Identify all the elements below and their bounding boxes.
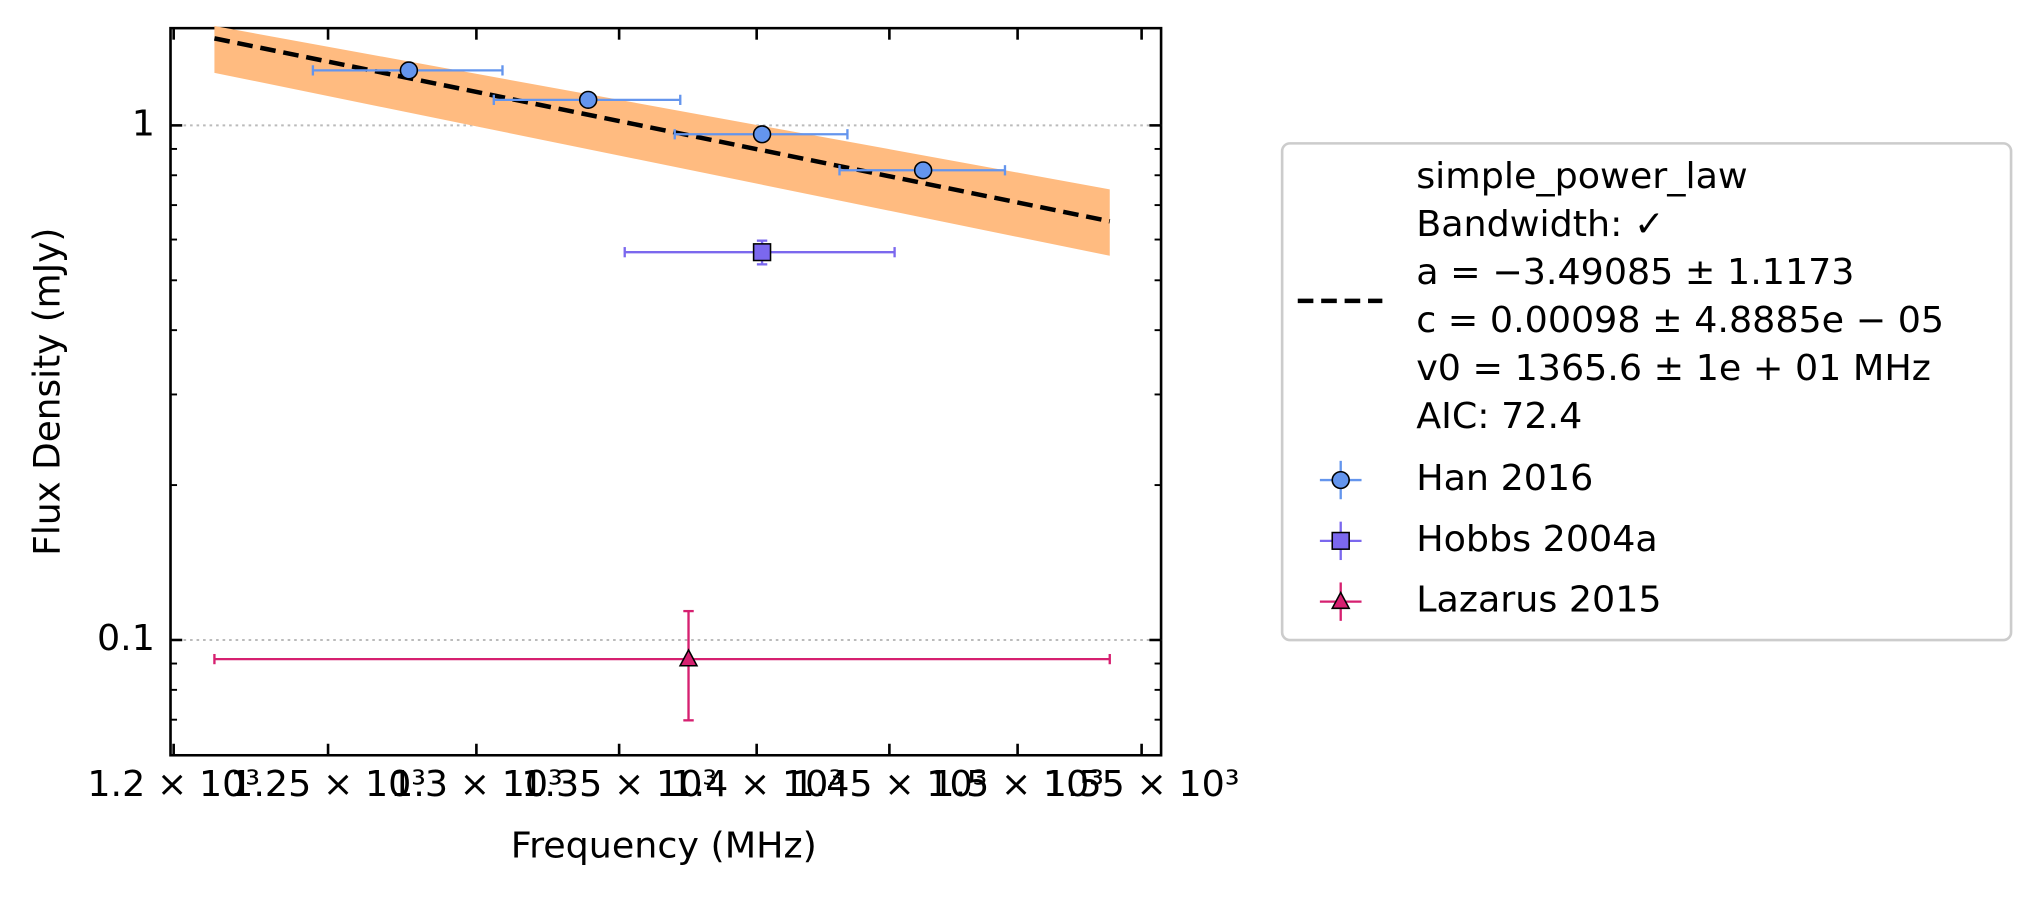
data-point <box>752 243 772 262</box>
legend-label: Hobbs 2004a <box>1416 517 1658 560</box>
x-tick-label: 1.45 × 10³ <box>792 762 988 805</box>
legend-label: c = 0.00098 ± 4.8885e − 05 <box>1416 298 1944 341</box>
data-point <box>678 648 699 667</box>
data-point <box>578 90 598 109</box>
x-axis-label: Frequency (MHz) <box>511 824 817 867</box>
legend-label: Han 2016 <box>1416 456 1593 499</box>
legend-marker <box>1330 590 1351 610</box>
x-tick-label: 1.5 × 10³ <box>931 762 1104 805</box>
y-axis-label: Flux Density (mJy) <box>25 228 68 556</box>
x-tick-label: 1.2 × 10³ <box>87 762 260 805</box>
data-point <box>752 125 772 144</box>
y-tick-label: 0.1 <box>97 616 155 659</box>
legend-label: a = −3.49085 ± 1.1173 <box>1416 250 1854 293</box>
fit-band <box>214 26 1110 256</box>
fit-line <box>213 36 1111 224</box>
legend-label: v0 = 1365.6 ± 1e + 01 MHz <box>1416 346 1931 389</box>
legend-label: Lazarus 2015 <box>1416 578 1661 621</box>
legend-marker <box>1331 470 1350 490</box>
x-tick-label: 1.4 × 10³ <box>670 762 843 805</box>
x-tick-label: 1.35 × 10³ <box>521 762 717 805</box>
data-point <box>399 61 419 80</box>
x-tick-label: 1.25 × 10³ <box>230 762 426 805</box>
plot-frame <box>169 26 1163 757</box>
y-tick-label: 1 <box>132 102 155 145</box>
legend-label: Bandwidth: ✓ <box>1416 202 1664 245</box>
legend-label: AIC: 72.4 <box>1416 394 1582 437</box>
legend-marker <box>1331 531 1350 550</box>
x-tick-label: 1.3 × 10³ <box>390 762 563 805</box>
legend-box <box>1280 142 2013 642</box>
x-tick-label: 1.55 × 10³ <box>1044 762 1240 805</box>
legend-label: simple_power_law <box>1416 154 1747 197</box>
data-point <box>913 161 933 180</box>
